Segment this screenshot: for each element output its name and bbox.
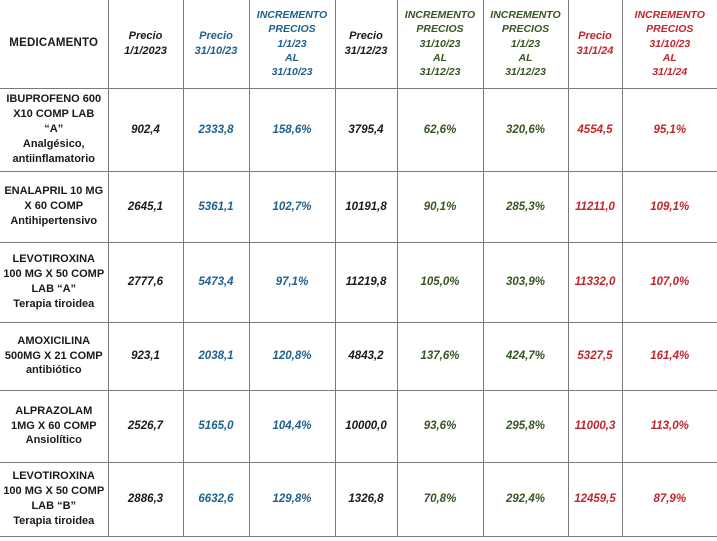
increment-cell: 120,8% (249, 322, 336, 391)
increment-cell: 137,6% (397, 322, 484, 391)
increment-cell: 320,6% (483, 88, 569, 172)
table-row-levotiroxina-b: LEVOTIROXINA 100 MG X 50 COMP LAB “B” Te… (0, 462, 717, 537)
price-cell: 1326,8 (335, 462, 398, 537)
table-row-ibuprofeno: IBUPROFENO 600 X10 COMP LAB “A” Analgési… (0, 88, 717, 172)
col-header-medicamento: MEDICAMENTO (0, 0, 109, 89)
price-cell: 2333,8 (183, 88, 250, 172)
price-cell: 5165,0 (183, 390, 250, 463)
price-cell: 2645,1 (108, 171, 184, 243)
table-row-amoxicilina: AMOXICILINA 500MG X 21 COMP antibiótico … (0, 322, 717, 391)
price-cell: 2777,6 (108, 242, 184, 323)
increment-cell: 303,9% (483, 242, 569, 323)
medication-name: AMOXICILINA 500MG X 21 COMP (4, 334, 103, 362)
header-row: MEDICAMENTO Precio 1/1/2023 Precio 31/10… (0, 0, 717, 89)
increment-cell: 95,1% (622, 88, 717, 172)
col-header-incremento-31-10-al-31-12: INCREMENTO PRECIOS 31/10/23 AL 31/12/23 (397, 0, 484, 89)
col-header-incremento-1-1-al-31-12: INCREMENTO PRECIOS 1/1/23 AL 31/12/23 (483, 0, 569, 89)
price-cell: 2526,7 (108, 390, 184, 463)
increment-cell: 292,4% (483, 462, 569, 537)
price-cell: 5327,5 (568, 322, 623, 391)
col-header-precio-31-10-23: Precio 31/10/23 (183, 0, 250, 89)
medication-cell: ALPRAZOLAM 1MG X 60 COMP Ansiolítico (0, 390, 109, 463)
col-header-precio-31-1-24: Precio 31/1/24 (568, 0, 623, 89)
table-row-alprazolam: ALPRAZOLAM 1MG X 60 COMP Ansiolítico 252… (0, 390, 717, 463)
medication-name: ALPRAZOLAM 1MG X 60 COMP (10, 404, 97, 432)
increment-cell: 129,8% (249, 462, 336, 537)
medication-name: IBUPROFENO 600 X10 COMP LAB “A” (6, 93, 102, 136)
col-header-incremento-1-1-al-31-10: INCREMENTO PRECIOS 1/1/23 AL 31/10/23 (249, 0, 336, 89)
increment-cell: 62,6% (397, 88, 484, 172)
price-cell: 6632,6 (183, 462, 250, 537)
medication-cell: LEVOTIROXINA 100 MG X 50 COMP LAB “A” Te… (0, 242, 109, 323)
medication-cell: IBUPROFENO 600 X10 COMP LAB “A” Analgési… (0, 88, 109, 172)
increment-cell: 102,7% (249, 171, 336, 243)
medication-cell: ENALAPRIL 10 MG X 60 COMP Antihipertensi… (0, 171, 109, 243)
price-cell: 3795,4 (335, 88, 398, 172)
price-cell: 5361,1 (183, 171, 250, 243)
col-header-precio-1-1-2023: Precio 1/1/2023 (108, 0, 184, 89)
increment-cell: 70,8% (397, 462, 484, 537)
price-cell: 12459,5 (568, 462, 623, 537)
increment-cell: 295,8% (483, 390, 569, 463)
medication-name: ENALAPRIL 10 MG X 60 COMP (4, 185, 104, 213)
increment-cell: 97,1% (249, 242, 336, 323)
col-header-precio-31-12-23: Precio 31/12/23 (335, 0, 398, 89)
price-cell: 923,1 (108, 322, 184, 391)
price-cell: 10191,8 (335, 171, 398, 243)
table-row-levotiroxina-a: LEVOTIROXINA 100 MG X 50 COMP LAB “A” Te… (0, 242, 717, 323)
increment-cell: 93,6% (397, 390, 484, 463)
medication-category: Ansiolítico (25, 434, 82, 447)
price-cell: 2038,1 (183, 322, 250, 391)
price-cell: 10000,0 (335, 390, 398, 463)
medication-name: LEVOTIROXINA 100 MG X 50 COMP LAB “A” (3, 253, 105, 295)
price-cell: 11211,0 (568, 171, 623, 243)
increment-cell: 161,4% (622, 322, 717, 391)
table-row-enalapril: ENALAPRIL 10 MG X 60 COMP Antihipertensi… (0, 171, 717, 243)
medication-category: Antihipertensivo (10, 214, 98, 227)
increment-cell: 87,9% (622, 462, 717, 537)
price-cell: 4843,2 (335, 322, 398, 391)
medication-category: Terapia tiroidea (13, 297, 95, 310)
price-cell: 902,4 (108, 88, 184, 172)
increment-cell: 90,1% (397, 171, 484, 243)
increment-cell: 285,3% (483, 171, 569, 243)
increment-cell: 105,0% (397, 242, 484, 323)
price-cell: 2886,3 (108, 462, 184, 537)
price-cell: 11332,0 (568, 242, 623, 323)
price-cell: 11000,3 (568, 390, 623, 463)
increment-cell: 424,7% (483, 322, 569, 391)
price-cell: 4554,5 (568, 88, 623, 172)
price-cell: 5473,4 (183, 242, 250, 323)
medication-name: LEVOTIROXINA 100 MG X 50 COMP LAB “B” (3, 470, 105, 512)
increment-cell: 104,4% (249, 390, 336, 463)
medication-category: antibiótico (25, 364, 82, 377)
col-header-incremento-31-10-al-31-1: INCREMENTO PRECIOS 31/10/23 AL 31/1/24 (622, 0, 717, 89)
medication-cell: AMOXICILINA 500MG X 21 COMP antibiótico (0, 322, 109, 391)
price-cell: 11219,8 (335, 242, 398, 323)
increment-cell: 113,0% (622, 390, 717, 463)
increment-cell: 107,0% (622, 242, 717, 323)
increment-cell: 109,1% (622, 171, 717, 243)
medication-cell: LEVOTIROXINA 100 MG X 50 COMP LAB “B” Te… (0, 462, 109, 537)
medication-category: Analgésico, antiinflamatorio (12, 137, 95, 165)
increment-cell: 158,6% (249, 88, 336, 172)
medication-category: Terapia tiroidea (13, 514, 95, 527)
